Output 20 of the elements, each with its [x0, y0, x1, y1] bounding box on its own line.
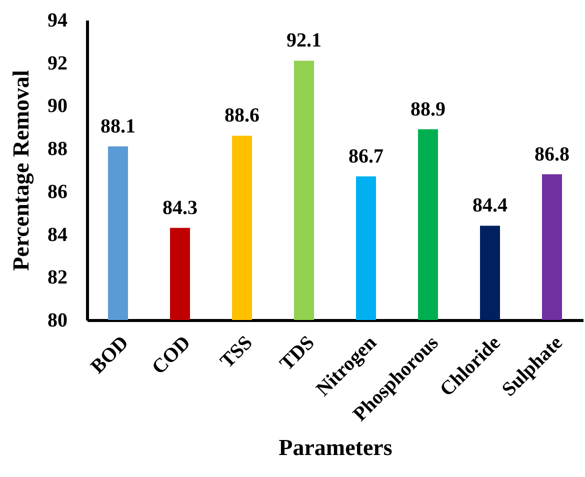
data-label: 84.4 [472, 194, 508, 217]
data-label: 88.9 [410, 98, 446, 120]
y-tick-label: 90 [48, 95, 68, 118]
x-axis-title: Parameters [278, 434, 392, 460]
y-tick-label: 82 [48, 266, 68, 289]
x-tick-label: TSS [216, 332, 257, 373]
data-label: 86.7 [348, 145, 384, 168]
data-label: 88.6 [224, 104, 260, 127]
data-label: 84.3 [162, 196, 198, 219]
y-tick-label: 80 [48, 310, 68, 332]
data-label: 88.1 [100, 115, 136, 138]
x-tick-label: TDS [276, 332, 319, 375]
y-tick-label: 84 [48, 224, 68, 246]
y-tick-label: 94 [48, 10, 68, 32]
y-tick-label: 92 [48, 52, 68, 74]
data-label: 92.1 [286, 30, 322, 52]
y-axis-title: Percentage Removal [8, 70, 34, 271]
y-tick-label: 86 [48, 180, 68, 203]
y-tick-label: 88 [48, 138, 68, 160]
data-label: 86.8 [534, 143, 570, 166]
